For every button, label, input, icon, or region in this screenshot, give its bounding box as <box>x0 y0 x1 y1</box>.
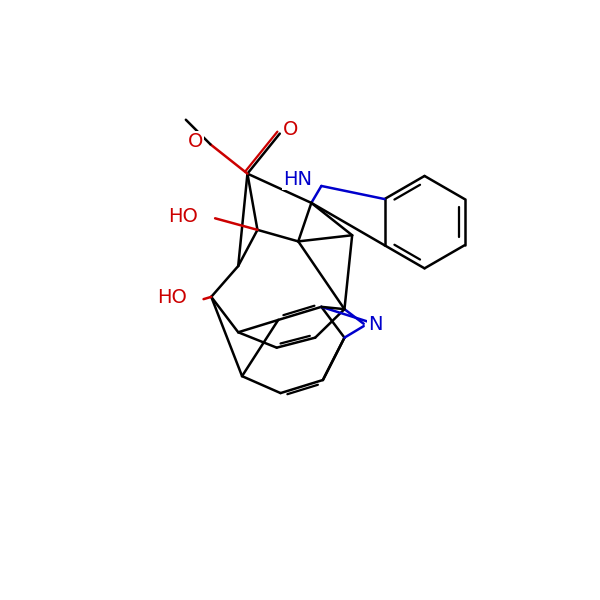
Text: HO: HO <box>157 288 187 307</box>
Text: O: O <box>187 132 203 151</box>
Text: N: N <box>368 315 383 334</box>
Text: O: O <box>283 120 298 139</box>
Text: HO: HO <box>168 207 198 226</box>
Text: HN: HN <box>283 170 312 190</box>
